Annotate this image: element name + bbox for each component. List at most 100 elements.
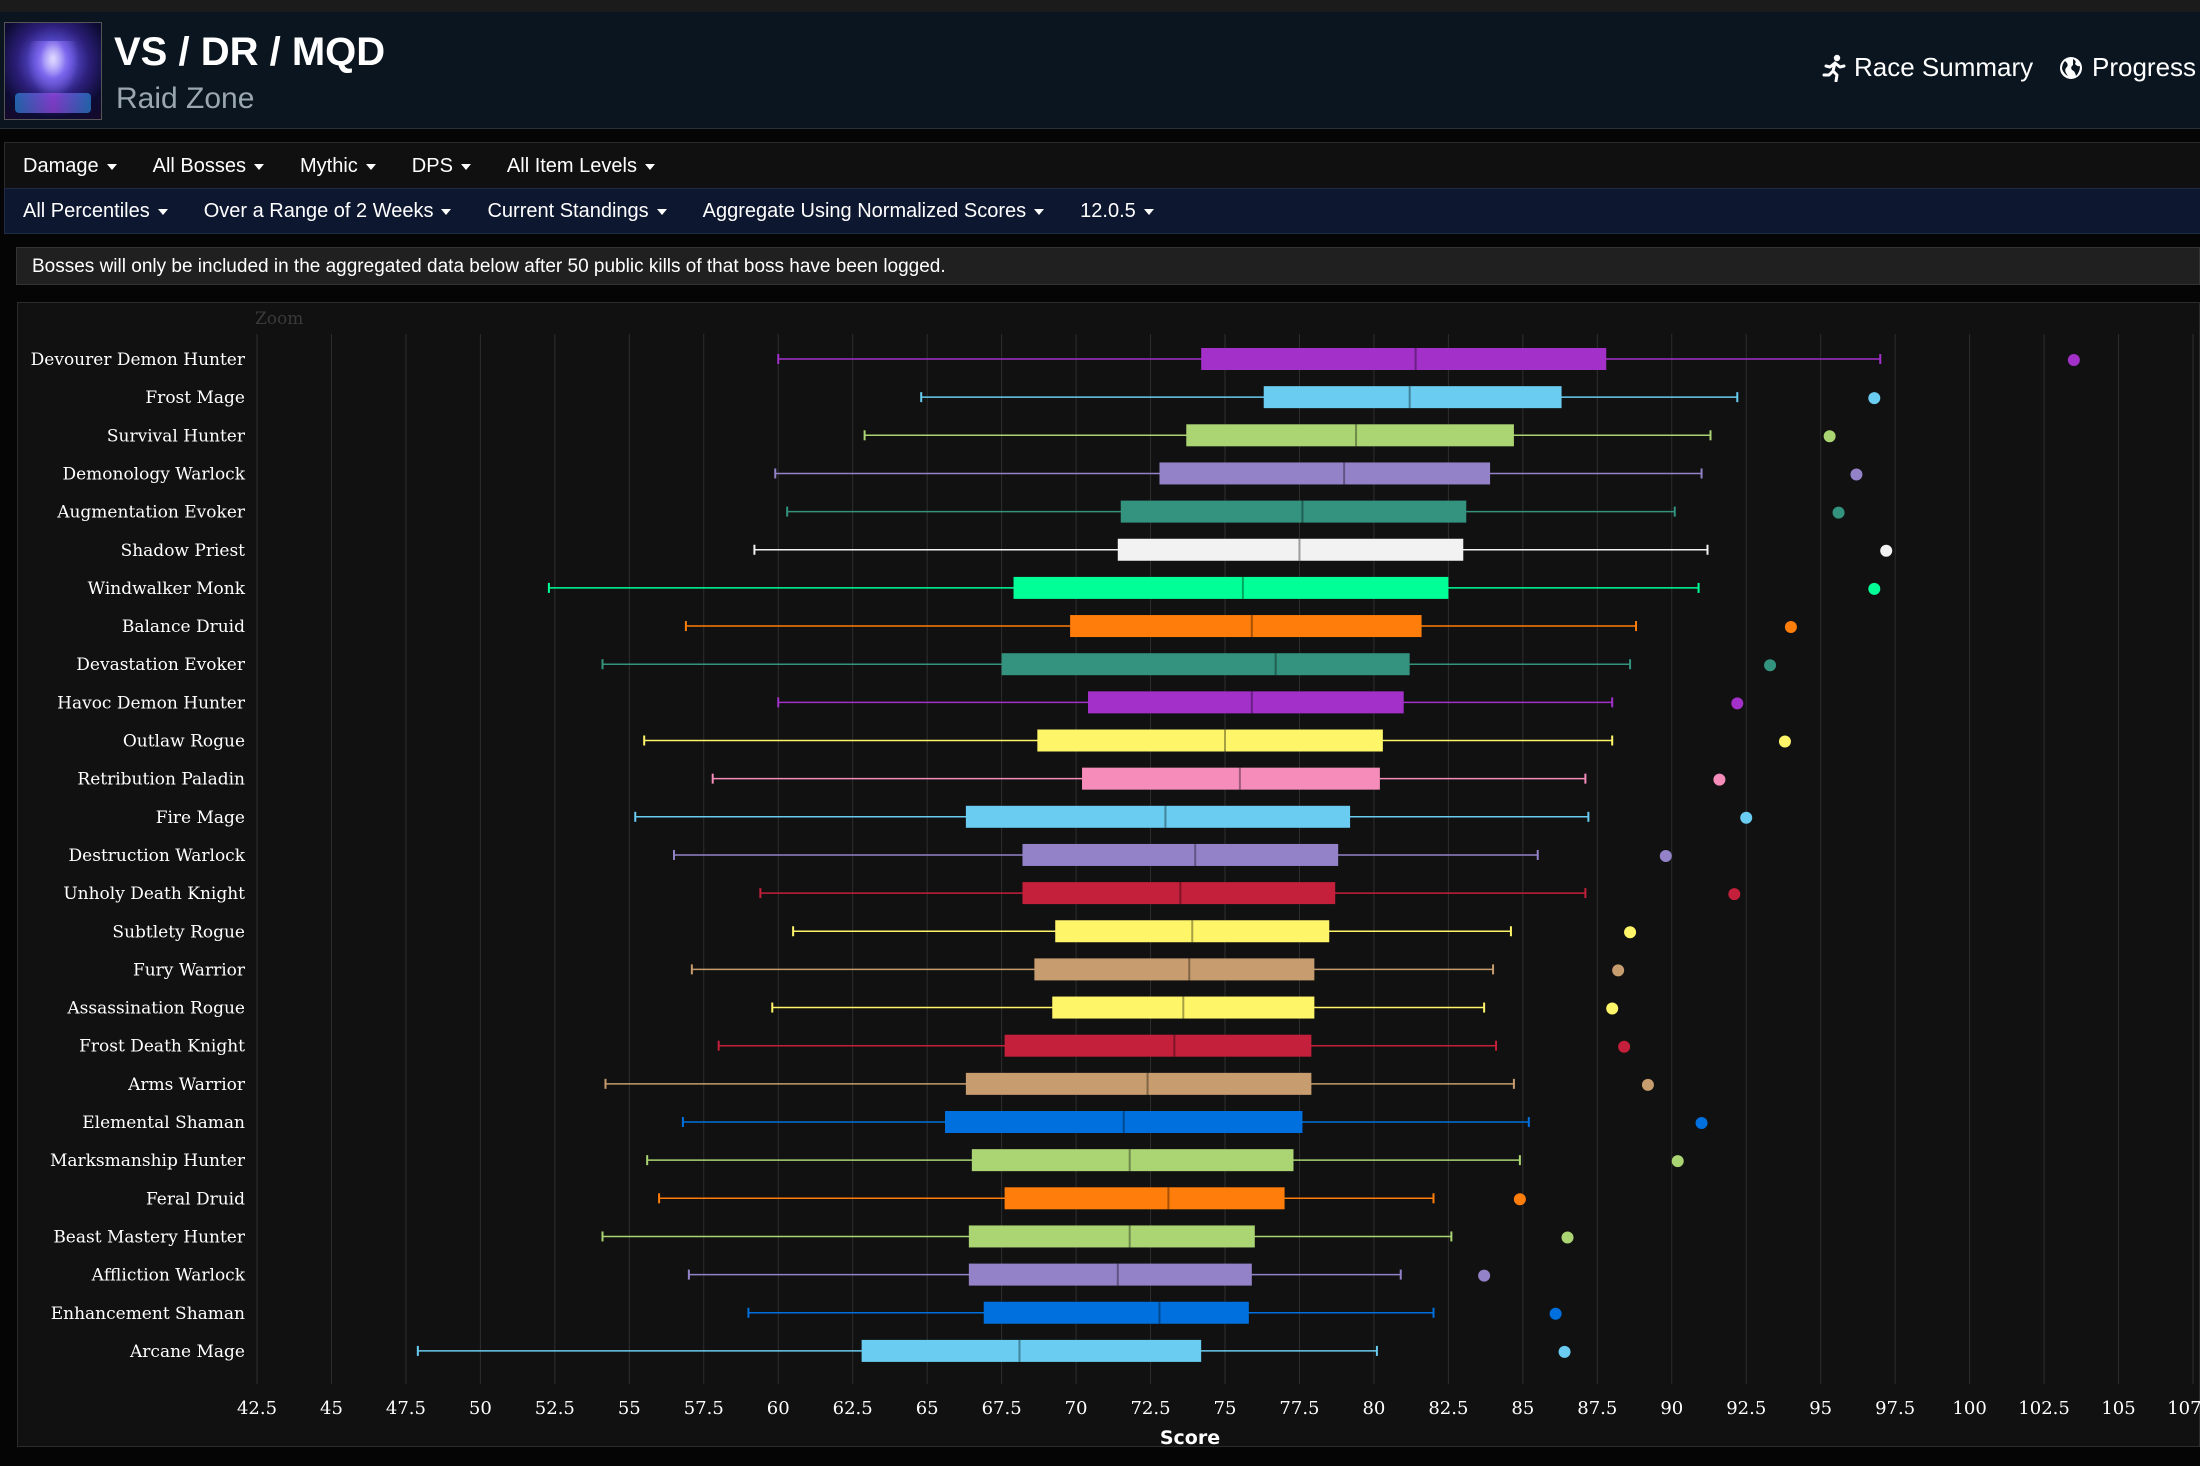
outlier-point[interactable]: [1478, 1269, 1491, 1282]
category-label: Demonology Warlock: [62, 464, 245, 484]
iqr-box[interactable]: [1022, 843, 1339, 866]
iqr-box[interactable]: [1117, 538, 1464, 561]
x-tick-label: 77.5: [1279, 1398, 1319, 1419]
iqr-box[interactable]: [1159, 462, 1491, 485]
item-level-dropdown[interactable]: All Item Levels: [489, 155, 673, 178]
chart-panel: [17, 302, 2200, 1447]
top-bar: [0, 0, 2200, 12]
iqr-box[interactable]: [1263, 386, 1562, 409]
progress-link[interactable]: Progress: [2058, 52, 2196, 83]
zone-image[interactable]: [4, 22, 102, 120]
iqr-box[interactable]: [1034, 958, 1315, 981]
x-tick-label: 102.5: [2018, 1398, 2070, 1419]
outlier-point[interactable]: [1832, 506, 1845, 519]
caret-down-icon: [1143, 209, 1154, 215]
x-tick-label: 50: [469, 1398, 492, 1419]
iqr-box[interactable]: [1120, 500, 1467, 523]
standings-dropdown[interactable]: Current Standings: [469, 200, 684, 223]
item-level-dropdown-label: All Item Levels: [506, 154, 637, 177]
outlier-point[interactable]: [1713, 773, 1726, 786]
category-label: Feral Druid: [146, 1189, 245, 1209]
outlier-point[interactable]: [1549, 1307, 1562, 1320]
outlier-point[interactable]: [1624, 926, 1637, 939]
iqr-box[interactable]: [1004, 1034, 1312, 1057]
outlier-point[interactable]: [1606, 1002, 1619, 1015]
race-summary-link[interactable]: Race Summary: [1822, 52, 2033, 83]
x-tick-label: 82.5: [1428, 1398, 1468, 1419]
category-label: Elemental Shaman: [82, 1113, 245, 1133]
iqr-box[interactable]: [1186, 424, 1514, 447]
caret-down-icon: [106, 164, 117, 170]
iqr-box[interactable]: [1055, 920, 1330, 943]
iqr-box[interactable]: [861, 1339, 1202, 1362]
outlier-point[interactable]: [1778, 735, 1791, 748]
iqr-box[interactable]: [1004, 1187, 1285, 1210]
category-label: Frost Death Knight: [79, 1037, 245, 1057]
iqr-box[interactable]: [1022, 882, 1336, 905]
x-tick-label: 67.5: [982, 1398, 1022, 1419]
iqr-box[interactable]: [968, 1263, 1252, 1286]
iqr-box[interactable]: [1082, 767, 1380, 790]
iqr-box[interactable]: [1070, 615, 1422, 638]
patch-dropdown[interactable]: 12.0.5: [1062, 200, 1172, 223]
outlier-point[interactable]: [1740, 811, 1753, 824]
caret-down-icon: [644, 164, 655, 170]
patch-dropdown-label: 12.0.5: [1080, 199, 1136, 222]
iqr-box[interactable]: [1013, 576, 1449, 599]
category-label: Balance Druid: [122, 617, 245, 637]
x-tick-label: 45: [320, 1398, 343, 1419]
iqr-box[interactable]: [965, 1072, 1312, 1095]
zone-header: VS / DR / MQD Raid Zone Race Summary Pro…: [0, 12, 2200, 129]
outlier-point[interactable]: [1823, 430, 1836, 443]
iqr-box[interactable]: [945, 1111, 1303, 1133]
difficulty-dropdown[interactable]: Mythic: [282, 155, 394, 178]
iqr-box[interactable]: [968, 1225, 1255, 1248]
category-label: Survival Hunter: [107, 426, 246, 446]
caret-down-icon: [253, 164, 264, 170]
caret-down-icon: [157, 209, 168, 215]
percentile-dropdown[interactable]: All Percentiles: [5, 200, 186, 223]
outlier-point[interactable]: [1558, 1345, 1571, 1358]
outlier-point[interactable]: [1764, 659, 1777, 672]
x-tick-label: 100: [1952, 1398, 1986, 1419]
iqr-box[interactable]: [1087, 691, 1404, 714]
outlier-point[interactable]: [1641, 1078, 1654, 1091]
x-tick-label: 62.5: [833, 1398, 873, 1419]
aggregation-dropdown[interactable]: Aggregate Using Normalized Scores: [685, 200, 1063, 223]
outlier-point[interactable]: [1618, 1040, 1631, 1053]
outlier-point[interactable]: [1728, 888, 1741, 901]
zoom-label[interactable]: Zoom: [255, 309, 303, 329]
iqr-box[interactable]: [1201, 348, 1607, 370]
outlier-point[interactable]: [1513, 1193, 1526, 1206]
outlier-point[interactable]: [1880, 544, 1893, 557]
x-tick-label: 55: [618, 1398, 641, 1419]
outlier-point[interactable]: [1612, 964, 1625, 977]
category-label: Beast Mastery Hunter: [53, 1227, 246, 1247]
outlier-point[interactable]: [1561, 1231, 1574, 1244]
outlier-point[interactable]: [1695, 1117, 1708, 1129]
iqr-box[interactable]: [1037, 729, 1383, 752]
outlier-point[interactable]: [1659, 849, 1672, 862]
outlier-point[interactable]: [1868, 582, 1881, 595]
role-dropdown[interactable]: DPS: [394, 155, 489, 178]
caret-down-icon: [441, 209, 452, 215]
outlier-point[interactable]: [1784, 621, 1797, 634]
outlier-point[interactable]: [1671, 1155, 1684, 1168]
race-summary-label: Race Summary: [1854, 52, 2034, 82]
iqr-box[interactable]: [965, 805, 1351, 828]
metric-dropdown[interactable]: Damage: [5, 155, 135, 178]
category-label: Affliction Warlock: [91, 1266, 246, 1286]
category-label: Arcane Mage: [129, 1342, 245, 1362]
outlier-point[interactable]: [2067, 354, 2080, 366]
iqr-box[interactable]: [1001, 653, 1410, 676]
iqr-box[interactable]: [1052, 996, 1315, 1019]
outlier-point[interactable]: [1868, 392, 1881, 405]
iqr-box[interactable]: [983, 1301, 1249, 1324]
time-range-dropdown[interactable]: Over a Range of 2 Weeks: [186, 200, 470, 223]
outlier-point[interactable]: [1731, 697, 1744, 710]
globe-icon: [2060, 56, 2082, 79]
category-label: Retribution Paladin: [77, 770, 245, 790]
outlier-point[interactable]: [1850, 468, 1863, 481]
iqr-box[interactable]: [971, 1149, 1294, 1172]
boss-dropdown[interactable]: All Bosses: [135, 155, 282, 178]
